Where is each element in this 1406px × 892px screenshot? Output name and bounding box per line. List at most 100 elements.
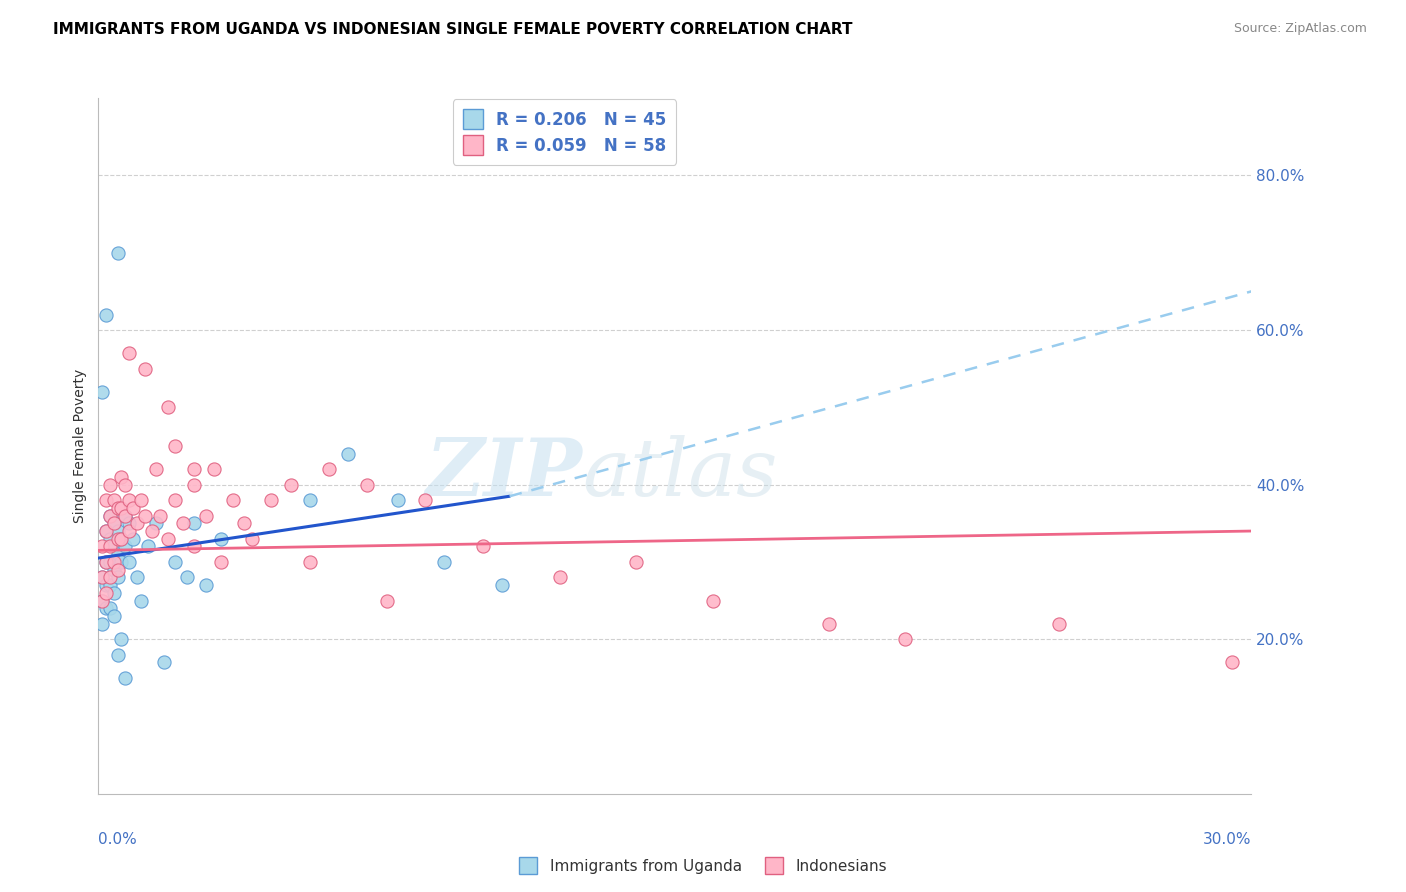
Point xyxy=(375,593,398,607)
Point xyxy=(98,578,121,592)
Point xyxy=(103,555,125,569)
Point xyxy=(110,470,132,484)
Point xyxy=(387,493,409,508)
Point xyxy=(91,593,114,607)
Text: IMMIGRANTS FROM UGANDA VS INDONESIAN SINGLE FEMALE POVERTY CORRELATION CHART: IMMIGRANTS FROM UGANDA VS INDONESIAN SIN… xyxy=(53,22,853,37)
Point xyxy=(103,609,125,624)
Point xyxy=(491,578,513,592)
Point xyxy=(91,616,114,631)
Point xyxy=(165,493,187,508)
Point xyxy=(110,532,132,546)
Point xyxy=(152,656,174,670)
Point xyxy=(183,540,205,554)
Text: 30.0%: 30.0% xyxy=(1204,832,1251,847)
Text: atlas: atlas xyxy=(582,435,778,513)
Point xyxy=(94,524,117,538)
Point xyxy=(98,555,121,569)
Point xyxy=(114,508,136,523)
Point xyxy=(103,586,125,600)
Point xyxy=(91,540,114,554)
Point xyxy=(145,462,167,476)
Point xyxy=(141,524,163,538)
Point xyxy=(356,477,378,491)
Point xyxy=(122,500,145,515)
Point xyxy=(94,555,117,569)
Point xyxy=(94,524,117,538)
Point xyxy=(118,346,141,360)
Point xyxy=(94,578,117,592)
Text: 0.0%: 0.0% xyxy=(98,832,138,847)
Point xyxy=(110,532,132,546)
Y-axis label: Single Female Poverty: Single Female Poverty xyxy=(73,369,87,523)
Point xyxy=(107,648,129,662)
Legend: Immigrants from Uganda, Indonesians: Immigrants from Uganda, Indonesians xyxy=(513,851,893,880)
Point xyxy=(626,555,648,569)
Point xyxy=(134,361,156,376)
Point xyxy=(702,593,724,607)
Point xyxy=(114,671,136,685)
Point xyxy=(91,593,114,607)
Point xyxy=(233,516,256,531)
Point xyxy=(91,570,114,584)
Point xyxy=(260,493,283,508)
Point xyxy=(98,532,121,546)
Point xyxy=(165,555,187,569)
Point xyxy=(172,516,194,531)
Point xyxy=(94,555,117,569)
Point xyxy=(195,508,218,523)
Point xyxy=(240,532,263,546)
Point xyxy=(107,532,129,546)
Point xyxy=(156,532,179,546)
Point xyxy=(125,570,148,584)
Point xyxy=(298,555,321,569)
Point xyxy=(114,540,136,554)
Point xyxy=(94,601,117,615)
Point xyxy=(280,477,302,491)
Point xyxy=(107,500,129,515)
Point xyxy=(114,508,136,523)
Point xyxy=(98,540,121,554)
Point xyxy=(98,508,121,523)
Point xyxy=(118,524,141,538)
Point xyxy=(298,493,321,508)
Point xyxy=(413,493,436,508)
Point xyxy=(110,555,132,569)
Point xyxy=(202,462,225,476)
Point xyxy=(337,447,360,461)
Point xyxy=(118,493,141,508)
Legend: R = 0.206   N = 45, R = 0.059   N = 58: R = 0.206 N = 45, R = 0.059 N = 58 xyxy=(453,100,676,165)
Point xyxy=(114,477,136,491)
Point xyxy=(118,555,141,569)
Point xyxy=(107,570,129,584)
Point xyxy=(103,563,125,577)
Point xyxy=(183,462,205,476)
Point xyxy=(183,477,205,491)
Point xyxy=(1220,656,1243,670)
Text: Source: ZipAtlas.com: Source: ZipAtlas.com xyxy=(1233,22,1367,36)
Point xyxy=(98,477,121,491)
Point xyxy=(103,540,125,554)
Point xyxy=(134,508,156,523)
Point xyxy=(94,586,117,600)
Point xyxy=(107,245,129,260)
Point xyxy=(118,516,141,531)
Point xyxy=(103,516,125,531)
Point xyxy=(318,462,340,476)
Point xyxy=(209,532,232,546)
Point xyxy=(98,601,121,615)
Point xyxy=(1047,616,1070,631)
Point xyxy=(183,516,205,531)
Point xyxy=(176,570,198,584)
Point xyxy=(222,493,245,508)
Point xyxy=(209,555,232,569)
Point xyxy=(122,532,145,546)
Point xyxy=(471,540,494,554)
Point xyxy=(145,516,167,531)
Point xyxy=(91,570,114,584)
Point xyxy=(91,384,114,399)
Point xyxy=(195,578,218,592)
Point xyxy=(129,493,152,508)
Point xyxy=(817,616,839,631)
Point xyxy=(433,555,456,569)
Point xyxy=(98,570,121,584)
